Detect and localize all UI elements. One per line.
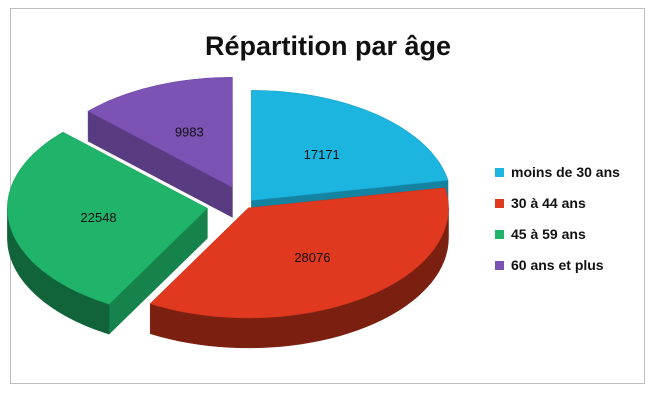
chart-title: Répartition par âge <box>205 31 451 61</box>
legend-label-3: 45 à 59 ans <box>511 226 586 242</box>
data-label-1: 17171 <box>304 147 340 162</box>
legend-swatch-3 <box>495 230 504 239</box>
legend-swatch-4 <box>495 261 504 270</box>
legend-label-2: 30 à 44 ans <box>511 195 586 211</box>
pie-slices <box>7 77 449 349</box>
data-label-2: 28076 <box>294 250 330 265</box>
pie-slice-2 <box>149 187 449 349</box>
data-label-3: 22548 <box>81 210 117 225</box>
legend: moins de 30 ans 30 à 44 ans 45 à 59 ans 60 … <box>495 164 620 273</box>
data-labels: 17171 28076 22548 9983 <box>81 125 340 266</box>
legend-swatch-2 <box>495 199 504 208</box>
pie-slice-4 <box>87 77 233 218</box>
data-label-4: 9983 <box>175 125 204 140</box>
legend-swatch-1 <box>495 168 504 177</box>
legend-label-1: moins de 30 ans <box>511 164 620 180</box>
pie-slice-3 <box>7 131 208 335</box>
legend-label-4: 60 ans et plus <box>511 257 604 273</box>
